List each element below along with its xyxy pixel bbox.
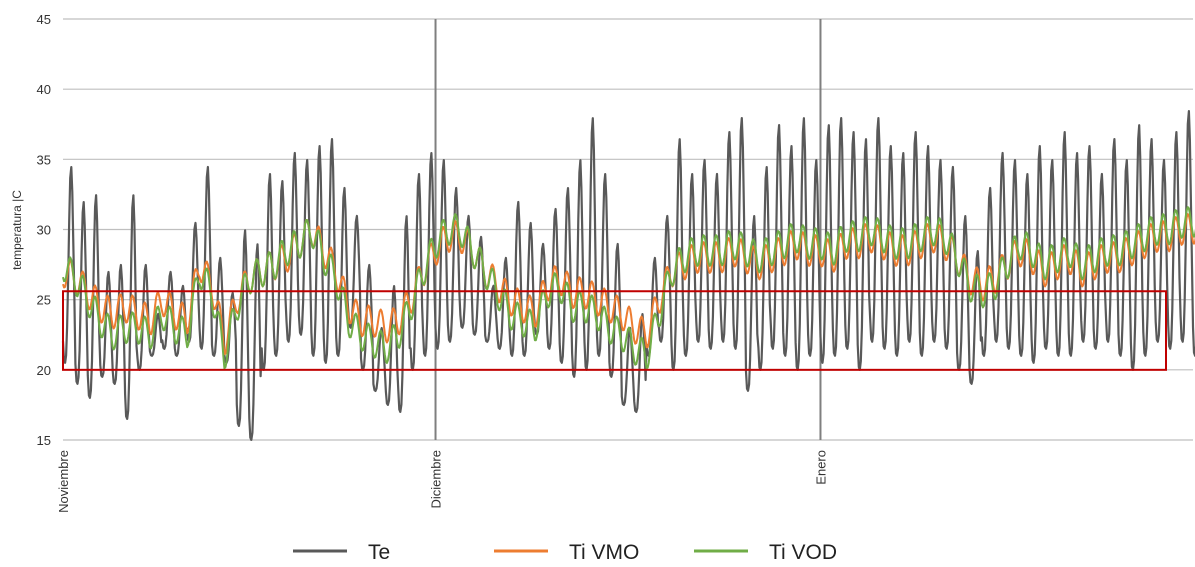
- x-tick-label: Noviembre: [56, 450, 71, 513]
- series-lines: [61, 110, 1195, 441]
- y-tick-label: 15: [37, 433, 51, 448]
- legend-label: Ti VOD: [769, 541, 837, 564]
- series-line-te: [61, 110, 1195, 441]
- comfort-band-rectangle: [62, 290, 1167, 371]
- y-tick-label: 30: [37, 223, 51, 238]
- legend-label: Te: [368, 541, 390, 564]
- y-axis-title: temperatura |C: [10, 190, 24, 270]
- y-tick-label: 35: [37, 152, 51, 167]
- x-tick-labels: Noviembre Diciembre Enero: [56, 450, 828, 513]
- y-tick-label: 40: [37, 82, 51, 97]
- grid-lines: [63, 18, 1193, 441]
- x-tick-label: Diciembre: [429, 450, 444, 509]
- y-tick-label: 45: [37, 12, 51, 27]
- legend: Te Ti VMO Ti VOD: [293, 541, 837, 564]
- legend-label: Ti VMO: [569, 541, 639, 564]
- y-tick-labels: 15 20 25 30 35 40 45: [37, 12, 51, 448]
- x-tick-label: Enero: [813, 450, 828, 485]
- y-tick-label: 20: [37, 363, 51, 378]
- y-tick-label: 25: [37, 293, 51, 308]
- series-line-ti-vod: [62, 206, 1195, 370]
